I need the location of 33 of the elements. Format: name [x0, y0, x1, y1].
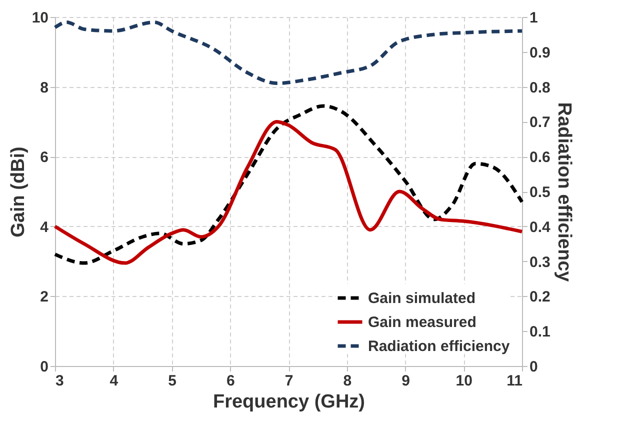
y2-tick-label: 1	[530, 10, 538, 26]
x-tick-label: 6	[226, 372, 235, 390]
y-tick-label: 0	[40, 358, 48, 376]
y2-tick-label: 0.8	[530, 79, 550, 96]
x-axis-title: Frequency (GHz)	[212, 392, 366, 412]
y-axis-title: Gain (dBi)	[8, 146, 29, 238]
x-tick-label: 10	[456, 372, 472, 390]
line-series	[53, 20, 524, 86]
y2-tick-label: 0.4	[530, 218, 552, 236]
x-tick-label: 11	[506, 372, 522, 390]
x-tick-label: 9	[402, 372, 410, 390]
y2-tick-label: 0.6	[530, 149, 550, 166]
y-tick-label: 10	[32, 10, 48, 26]
y2-tick-label: 0.9	[530, 44, 550, 62]
x-tick-label: 4	[110, 372, 119, 390]
y-tick-label: 8	[40, 79, 48, 96]
legend-label: Radiation efficiency	[368, 338, 510, 355]
y2-tick-label: 0.3	[530, 254, 550, 271]
x-tick-label: 8	[343, 372, 352, 390]
legend-label: Gain simulated	[368, 290, 476, 307]
y-tick-label: 6	[40, 149, 48, 166]
x-tick-label: 5	[168, 372, 176, 390]
y2-tick-label: 0.7	[530, 114, 550, 132]
y2-axis-title: Radiation efficiency	[553, 102, 574, 282]
y2-tick-label: 0	[530, 358, 538, 376]
x-tick-label: 7	[284, 372, 294, 390]
y-tick-label: 2	[40, 288, 48, 306]
y2-tick-label: 0.1	[530, 324, 550, 341]
y-tick-label: 4	[40, 218, 50, 236]
legend-label: Gain measured	[368, 314, 476, 331]
y2-tick-label: 0.2	[530, 288, 550, 306]
y2-tick-label: 0.5	[530, 184, 550, 201]
x-tick-label: 3	[56, 372, 64, 390]
